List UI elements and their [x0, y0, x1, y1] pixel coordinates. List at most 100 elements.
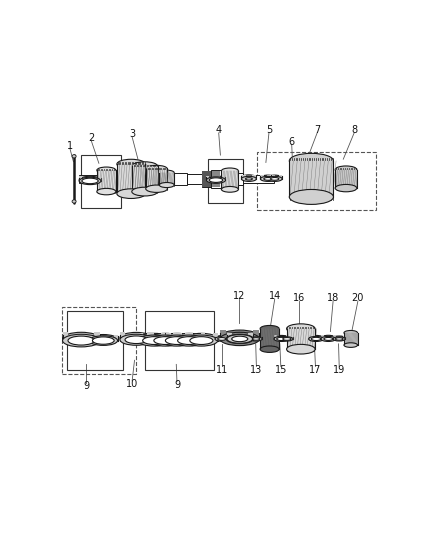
- Bar: [286, 329, 315, 349]
- Ellipse shape: [117, 159, 145, 169]
- Ellipse shape: [260, 346, 279, 352]
- Bar: [67, 311, 123, 370]
- Bar: [187, 174, 202, 184]
- Ellipse shape: [241, 175, 256, 180]
- Bar: [290, 161, 333, 197]
- Ellipse shape: [336, 338, 343, 340]
- Text: 16: 16: [293, 293, 305, 303]
- Bar: [261, 175, 264, 180]
- Ellipse shape: [246, 177, 252, 180]
- Ellipse shape: [173, 335, 205, 346]
- Text: 9: 9: [174, 380, 180, 390]
- Ellipse shape: [166, 337, 188, 344]
- Bar: [89, 335, 92, 342]
- Ellipse shape: [333, 337, 345, 341]
- Ellipse shape: [324, 337, 333, 341]
- Bar: [208, 159, 243, 203]
- Bar: [95, 332, 100, 343]
- Text: 11: 11: [216, 365, 228, 375]
- Ellipse shape: [321, 335, 336, 341]
- Ellipse shape: [79, 177, 101, 184]
- Ellipse shape: [227, 333, 253, 342]
- Bar: [63, 332, 68, 343]
- Bar: [159, 173, 174, 185]
- Ellipse shape: [283, 337, 291, 340]
- Bar: [98, 176, 101, 182]
- Ellipse shape: [89, 335, 117, 344]
- Bar: [97, 170, 116, 191]
- Ellipse shape: [125, 336, 148, 344]
- Bar: [291, 336, 293, 340]
- Ellipse shape: [311, 337, 321, 341]
- Ellipse shape: [72, 155, 76, 158]
- Ellipse shape: [190, 337, 213, 344]
- Text: 2: 2: [88, 133, 95, 143]
- Bar: [166, 333, 170, 342]
- Text: 3: 3: [129, 129, 135, 139]
- Ellipse shape: [206, 176, 226, 182]
- Ellipse shape: [220, 332, 259, 345]
- Ellipse shape: [344, 330, 357, 335]
- Ellipse shape: [206, 177, 226, 183]
- Bar: [253, 330, 259, 341]
- Bar: [202, 171, 211, 187]
- Ellipse shape: [117, 189, 145, 198]
- Bar: [215, 336, 218, 340]
- Ellipse shape: [226, 334, 253, 344]
- Bar: [321, 335, 324, 340]
- Ellipse shape: [309, 335, 324, 341]
- Ellipse shape: [232, 336, 248, 342]
- Text: 19: 19: [333, 365, 345, 375]
- Ellipse shape: [89, 336, 117, 345]
- Ellipse shape: [149, 333, 182, 344]
- Ellipse shape: [146, 165, 167, 173]
- Bar: [148, 333, 152, 342]
- Ellipse shape: [241, 176, 256, 181]
- Bar: [201, 333, 205, 342]
- Bar: [227, 333, 232, 341]
- Bar: [241, 175, 246, 180]
- Bar: [226, 336, 229, 340]
- Bar: [333, 335, 336, 340]
- Ellipse shape: [178, 337, 201, 344]
- Ellipse shape: [220, 330, 259, 343]
- Bar: [211, 170, 228, 188]
- Text: 15: 15: [275, 365, 287, 375]
- Ellipse shape: [132, 187, 158, 196]
- Ellipse shape: [344, 343, 357, 348]
- Bar: [120, 333, 125, 342]
- Text: 6: 6: [289, 137, 295, 147]
- Text: 4: 4: [215, 125, 222, 135]
- Bar: [274, 335, 277, 340]
- Bar: [145, 311, 214, 370]
- Ellipse shape: [261, 176, 276, 181]
- Bar: [260, 329, 279, 349]
- Bar: [333, 336, 336, 340]
- Ellipse shape: [63, 334, 100, 347]
- Text: 10: 10: [126, 379, 138, 389]
- Bar: [228, 173, 243, 185]
- Bar: [223, 176, 226, 181]
- Ellipse shape: [185, 333, 218, 344]
- Bar: [257, 152, 375, 209]
- Ellipse shape: [250, 336, 262, 340]
- Bar: [146, 169, 167, 189]
- Bar: [248, 333, 253, 341]
- Ellipse shape: [132, 162, 158, 171]
- Text: 17: 17: [309, 365, 321, 375]
- Bar: [78, 175, 274, 183]
- Ellipse shape: [260, 326, 279, 332]
- Bar: [279, 175, 282, 180]
- Bar: [344, 333, 357, 345]
- Ellipse shape: [274, 335, 289, 341]
- Text: 18: 18: [327, 293, 339, 303]
- Bar: [260, 336, 262, 340]
- Text: 1: 1: [67, 141, 73, 151]
- Bar: [267, 175, 271, 180]
- Text: 9: 9: [83, 381, 89, 391]
- Bar: [343, 336, 345, 340]
- Bar: [138, 333, 143, 342]
- Ellipse shape: [222, 168, 238, 174]
- Ellipse shape: [173, 333, 205, 344]
- Bar: [177, 333, 182, 342]
